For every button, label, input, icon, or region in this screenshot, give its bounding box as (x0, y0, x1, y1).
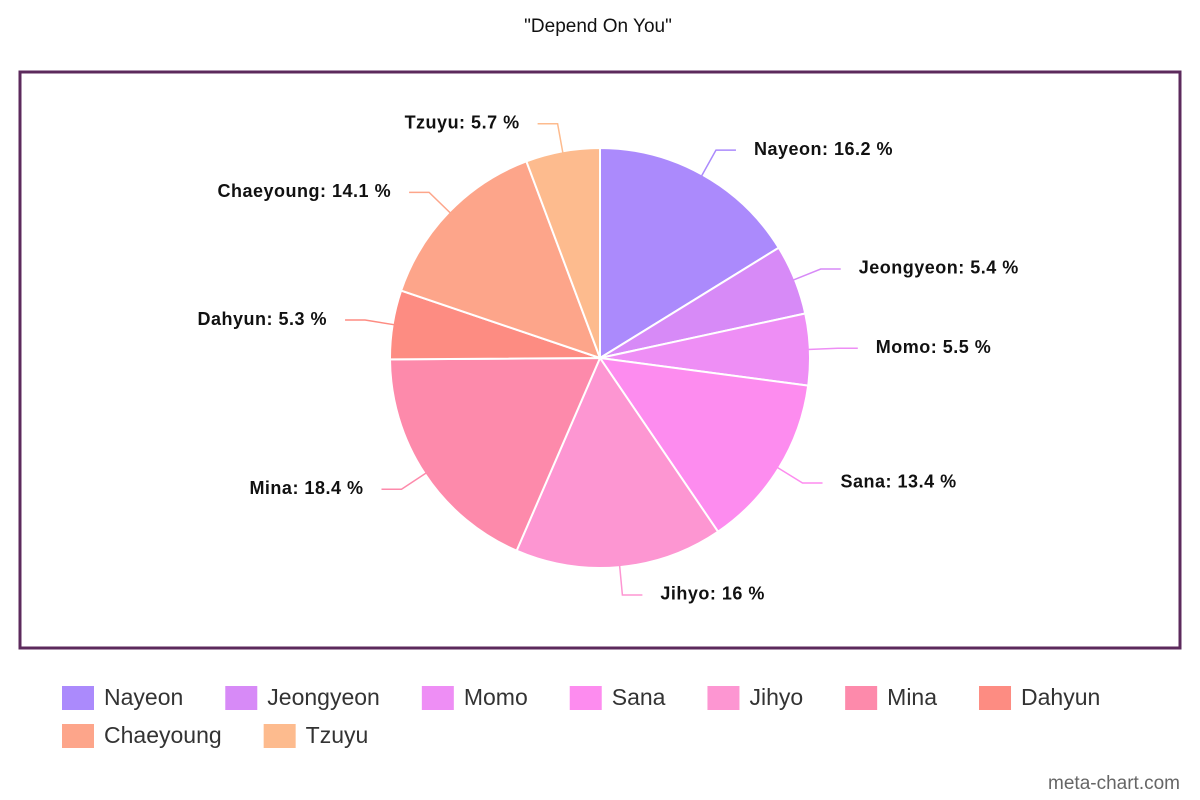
legend-label: Tzuyu (306, 722, 369, 748)
leader-line (381, 472, 427, 491)
data-label: Sana: 13.4 % (841, 472, 957, 492)
legend-item: Tzuyu (263, 722, 369, 748)
data-label: Chaeyoung: 14.1 % (218, 181, 392, 201)
legend-item: Mina (845, 684, 937, 710)
data-label: Momo: 5.5 % (876, 337, 992, 357)
legend-item: Nayeon (62, 684, 183, 710)
data-label: Tzuyu: 5.7 % (405, 113, 520, 133)
legend-item: Jihyo (707, 684, 803, 710)
legend-swatch (225, 686, 258, 710)
credit: meta-chart.com (1048, 773, 1180, 794)
data-label: Dahyun: 5.3 % (198, 309, 328, 329)
legend-item: Jeongyeon (225, 684, 380, 710)
legend-item: Chaeyoung (62, 722, 222, 748)
leader-line (700, 149, 736, 177)
legend-label: Momo (464, 684, 528, 710)
data-label: Jeongyeon: 5.4 % (859, 258, 1019, 278)
leader-line (409, 191, 452, 214)
data-label: Nayeon: 16.2 % (754, 139, 893, 159)
chart-title: "Depend On You" (524, 16, 672, 37)
legend-item: Sana (569, 684, 666, 710)
plot-frame (18, 70, 1182, 650)
leader-line (345, 319, 395, 326)
legend-label: Sana (612, 684, 666, 710)
leader-line (807, 347, 858, 351)
data-label: Mina: 18.4 % (249, 478, 363, 498)
legend-label: Chaeyoung (104, 722, 222, 748)
legend-label: Dahyun (1021, 684, 1100, 710)
leader-line (537, 123, 564, 154)
legend-label: Jihyo (749, 684, 803, 710)
leader-line (618, 565, 643, 596)
legend-swatch (62, 724, 94, 748)
legend-label: Jeongyeon (267, 684, 380, 710)
legend-swatch (62, 686, 94, 710)
legend-swatch (421, 686, 454, 710)
legend-label: Nayeon (104, 684, 183, 710)
legend-swatch (979, 686, 1012, 710)
leader-line (776, 466, 823, 484)
legend-label: Mina (887, 684, 937, 710)
legend-swatch (845, 686, 878, 710)
legend-swatch (263, 724, 296, 748)
data-label: Jihyo: 16 % (660, 584, 765, 604)
legend-item: Momo (421, 684, 528, 710)
leader-line (792, 268, 841, 281)
legend-swatch (707, 686, 740, 710)
legend-swatch (569, 686, 602, 710)
legend-item: Dahyun (979, 684, 1100, 710)
